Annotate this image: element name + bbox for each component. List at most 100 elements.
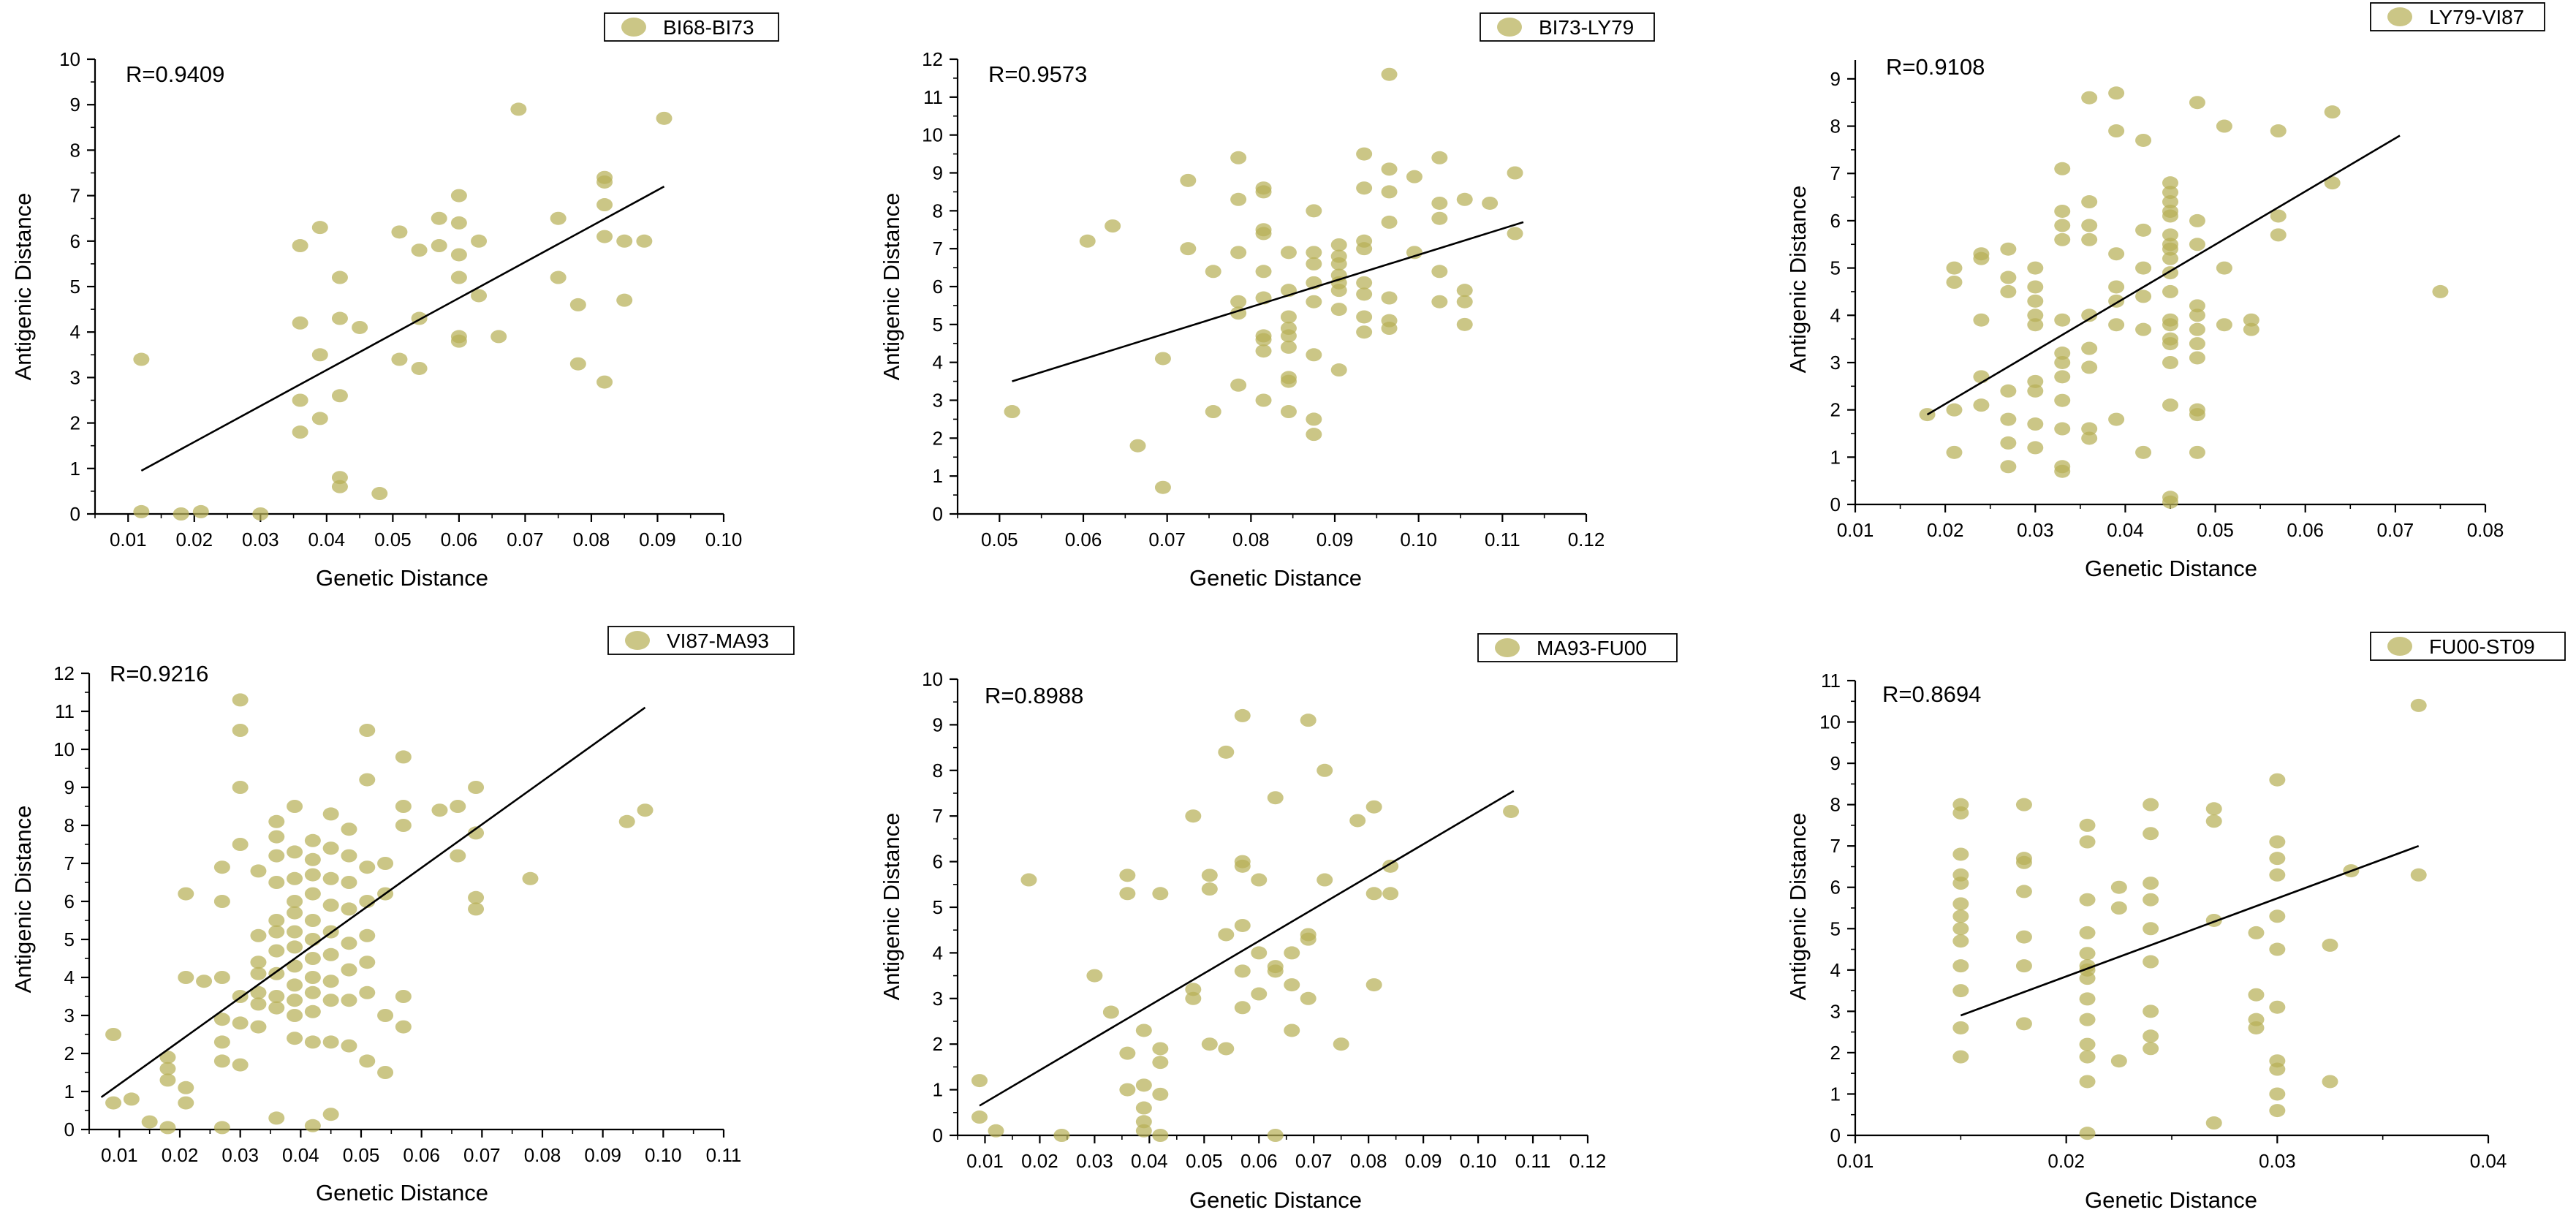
y-tick-label: 7 (64, 852, 75, 874)
x-tick-label: 0.01 (1837, 1150, 1874, 1172)
x-tick-label: 0.10 (1400, 529, 1437, 550)
data-point (1456, 284, 1473, 298)
data-point (1185, 991, 1202, 1005)
y-tick-label: 4 (70, 321, 80, 343)
data-point (1306, 246, 1322, 260)
data-point (618, 814, 635, 828)
y-tick-label: 11 (55, 700, 75, 722)
data-point (395, 800, 412, 813)
x-tick-label: 0.03 (242, 529, 279, 550)
data-point (1952, 909, 1969, 923)
data-point (2054, 422, 2071, 436)
data-point (341, 849, 357, 863)
legend-marker (621, 18, 646, 37)
y-tick-label: 6 (933, 851, 943, 873)
data-point (292, 425, 308, 439)
y-axis-title: Antigenic Distance (1785, 186, 1811, 374)
data-point (2000, 242, 2017, 256)
data-point (2081, 309, 2098, 322)
data-point (2081, 341, 2098, 355)
x-axis-title: Genetic Distance (2085, 556, 2257, 581)
data-point (656, 111, 673, 125)
data-point (2027, 280, 2044, 294)
y-tick-label: 7 (933, 805, 943, 827)
data-point (2000, 460, 2017, 474)
data-point (2135, 445, 2152, 459)
data-point (616, 234, 633, 248)
data-point (2135, 133, 2152, 147)
data-point (971, 1074, 988, 1088)
data-point (287, 959, 303, 973)
data-point (468, 890, 485, 904)
data-point (988, 1124, 1004, 1138)
data-point (2135, 261, 2152, 275)
data-point (1079, 234, 1096, 248)
data-point (2079, 1013, 2096, 1026)
data-point (2162, 186, 2178, 200)
data-point (341, 994, 357, 1007)
data-point (2162, 313, 2178, 327)
y-tick-label: 0 (1830, 493, 1841, 515)
data-point (1218, 745, 1235, 759)
data-point (1381, 314, 1398, 328)
r-value-annotation: R=0.9108 (1886, 54, 1985, 80)
data-point (2143, 893, 2159, 907)
data-point (1431, 196, 1448, 210)
data-point (2081, 219, 2098, 232)
x-tick-label: 0.12 (1569, 1150, 1607, 1172)
data-point (2269, 773, 2286, 787)
x-tick-label: 0.07 (507, 529, 544, 550)
data-point (178, 1081, 194, 1094)
x-tick-label: 0.02 (2047, 1150, 2085, 1172)
data-point (1356, 287, 1373, 301)
data-point (1306, 348, 1322, 362)
data-point (178, 887, 194, 901)
data-point (1952, 1050, 1969, 1064)
data-point (141, 1115, 158, 1129)
data-point (331, 480, 348, 493)
data-point (359, 1054, 376, 1068)
x-tick-label: 0.11 (1515, 1150, 1551, 1172)
data-point (250, 985, 267, 999)
x-tick-label: 0.10 (1460, 1150, 1497, 1172)
data-point (596, 230, 613, 243)
data-point (1119, 1083, 1136, 1097)
data-point (341, 1039, 357, 1053)
data-point (2189, 351, 2205, 365)
regression-line (1960, 844, 2420, 1017)
data-point (471, 234, 488, 248)
data-point (1234, 855, 1251, 869)
data-point (359, 928, 376, 942)
x-tick-label: 0.07 (1148, 529, 1186, 550)
data-point (636, 234, 653, 248)
data-point (1381, 67, 1398, 81)
scatter-points (1919, 86, 2449, 509)
data-point (1152, 887, 1169, 901)
data-point (2162, 251, 2178, 265)
data-point (1255, 344, 1272, 358)
data-point (431, 239, 447, 253)
data-point (159, 1073, 176, 1087)
data-point (1306, 257, 1322, 270)
data-point (287, 925, 303, 939)
data-point (1952, 984, 1969, 998)
y-tick-label: 0 (64, 1119, 75, 1140)
data-point (2135, 290, 2152, 303)
data-point (331, 311, 348, 325)
data-point (322, 807, 339, 821)
data-point (2189, 445, 2205, 459)
data-point (2410, 868, 2427, 882)
y-tick-label: 4 (933, 352, 943, 374)
data-point (2054, 232, 2071, 246)
data-point (2143, 1004, 2159, 1018)
data-point (2054, 370, 2071, 384)
data-point (2243, 322, 2259, 336)
y-tick-label: 1 (933, 1079, 943, 1101)
data-point (331, 471, 348, 485)
data-point (1234, 918, 1251, 932)
data-point (2269, 942, 2286, 956)
data-point (341, 936, 357, 950)
x-tick-label: 0.07 (1295, 1150, 1333, 1172)
regression-line (100, 706, 646, 1098)
